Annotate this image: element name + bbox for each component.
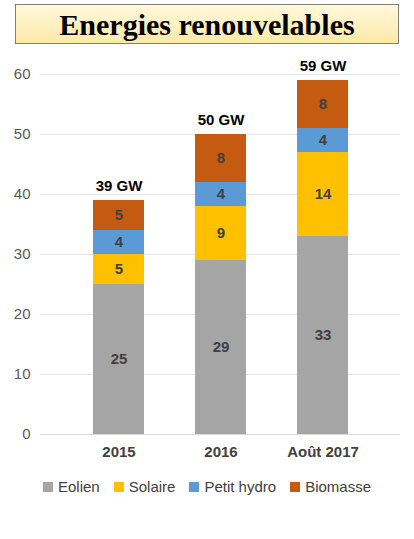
svg-text:60: 60	[14, 65, 31, 82]
svg-text:8: 8	[319, 95, 327, 112]
svg-text:4: 4	[115, 233, 124, 250]
svg-text:39 GW: 39 GW	[96, 177, 144, 194]
svg-text:5: 5	[115, 206, 123, 223]
html-text:Biomasse: Biomasse	[305, 478, 371, 495]
html-text:Petit hydro: Petit hydro	[204, 478, 277, 495]
svg-text:20: 20	[14, 305, 31, 322]
svg-text:8: 8	[217, 149, 225, 166]
svg-text:9: 9	[217, 224, 225, 241]
svg-text:50 GW: 50 GW	[198, 111, 246, 128]
html-text:Solaire: Solaire	[128, 478, 176, 495]
svg-text:14: 14	[315, 185, 332, 202]
svg-text:30: 30	[14, 245, 31, 262]
svg-text:0: 0	[22, 425, 30, 442]
svg-text:29: 29	[213, 338, 230, 355]
html-text:Eolien: Eolien	[58, 478, 100, 495]
svg-text:33: 33	[315, 326, 332, 343]
svg-text:4: 4	[319, 131, 328, 148]
svg-text:59 GW: 59 GW	[300, 57, 348, 74]
svg-text:40: 40	[14, 185, 31, 202]
svg-text:2016: 2016	[204, 443, 237, 460]
svg-text:Août 2017: Août 2017	[287, 443, 359, 460]
html-text:Energies renouvelables: Energies renouvelables	[59, 8, 355, 41]
svg-text:25: 25	[111, 350, 128, 367]
svg-text:4: 4	[217, 185, 226, 202]
svg-text:10: 10	[14, 365, 31, 382]
svg-text:5: 5	[115, 260, 123, 277]
svg-text:50: 50	[14, 125, 31, 142]
svg-text:2015: 2015	[102, 443, 135, 460]
